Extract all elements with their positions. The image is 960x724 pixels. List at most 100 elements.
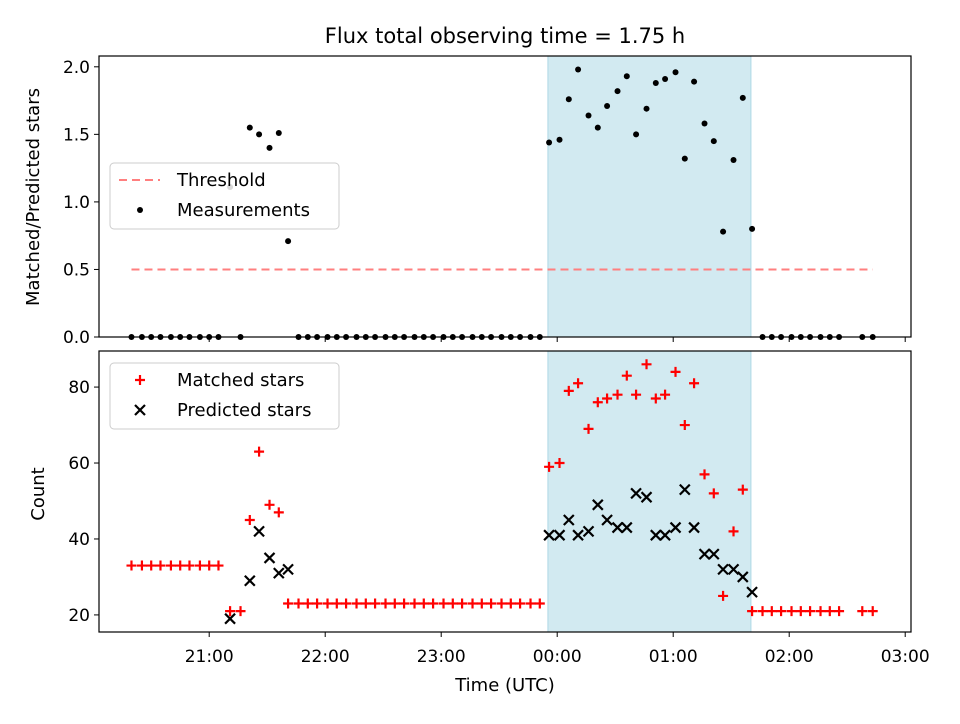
data-point: [246, 124, 253, 131]
top-panel-ratio: 0.0 0.5 1.0 1.5 2.0 Threshold Measurements: [63, 55, 912, 348]
data-point: [867, 606, 878, 617]
data-point: [575, 66, 582, 73]
data-point: [710, 138, 717, 145]
y-tick-label: 1.0: [63, 193, 90, 213]
data-point: [824, 606, 835, 617]
legend: Matched stars Predicted stars: [109, 362, 340, 430]
data-point: [235, 606, 246, 617]
data-point: [601, 514, 613, 526]
data-point: [256, 131, 263, 138]
y-tick-label: 1.5: [63, 125, 90, 145]
data-point: [689, 378, 700, 389]
x-tick-label: 22:00: [301, 647, 350, 667]
data-point: [244, 514, 255, 525]
data-point: [556, 136, 563, 143]
data-point: [604, 102, 611, 109]
data-point: [727, 563, 740, 576]
data-point: [370, 598, 381, 609]
data-point: [553, 529, 566, 541]
observing-span: [547, 55, 752, 338]
data-point: [515, 598, 526, 609]
data-point: [136, 560, 147, 571]
data-point: [563, 385, 574, 396]
data-point: [679, 483, 691, 496]
data-point: [611, 521, 624, 534]
legend-label: Matched stars: [177, 370, 304, 391]
y-tick-label: 80: [68, 378, 90, 398]
legend-swatch: [137, 207, 143, 213]
data-point: [283, 598, 294, 609]
data-point: [737, 571, 749, 583]
x-tick-label: 03:00: [881, 647, 930, 667]
data-point: [582, 525, 595, 538]
data-point: [155, 560, 166, 571]
data-point: [457, 598, 468, 609]
data-point: [720, 228, 727, 235]
data-point: [623, 73, 630, 80]
data-point: [467, 598, 478, 609]
data-point: [786, 606, 797, 617]
data-point: [737, 484, 748, 495]
data-point: [380, 598, 391, 609]
data-point: [857, 606, 868, 617]
x-tick-label: 23:00: [417, 647, 466, 667]
data-point: [652, 80, 659, 87]
data-point: [650, 529, 662, 541]
x-tick-label: 01:00: [649, 647, 698, 667]
data-point: [505, 598, 516, 609]
data-point: [438, 598, 449, 609]
data-point: [749, 225, 756, 232]
data-point: [331, 598, 342, 609]
chart-title: Flux total observing time = 1.75 h: [325, 24, 685, 48]
legend-label: Measurements: [177, 200, 310, 221]
data-point: [293, 598, 304, 609]
data-point: [746, 586, 758, 598]
bottom-y-axis-label: Count: [28, 467, 49, 520]
data-point: [534, 598, 545, 609]
data-point: [776, 606, 787, 617]
data-point: [585, 112, 592, 119]
data-point: [708, 488, 719, 499]
data-point: [594, 124, 601, 131]
data-point: [409, 598, 420, 609]
data-point: [834, 606, 845, 617]
data-point: [795, 606, 806, 617]
data-point: [612, 389, 623, 400]
data-point: [672, 69, 679, 76]
data-point: [204, 560, 215, 571]
plot-frame: [98, 350, 912, 633]
data-point: [264, 499, 275, 510]
data-point: [641, 359, 652, 370]
data-point: [621, 521, 633, 534]
data-point: [546, 139, 553, 146]
data-point: [266, 144, 273, 151]
data-point: [631, 389, 642, 400]
data-point: [275, 130, 282, 137]
data-point: [312, 598, 323, 609]
data-point: [273, 507, 284, 518]
data-point: [815, 606, 826, 617]
x-tick-label: 00:00: [533, 647, 582, 667]
data-point: [583, 423, 594, 434]
data-point: [447, 598, 458, 609]
observing-span: [547, 350, 752, 633]
data-point: [630, 487, 642, 500]
data-point: [698, 548, 711, 560]
data-point: [572, 529, 584, 541]
data-point: [525, 598, 536, 609]
data-point: [285, 238, 292, 245]
data-point: [730, 157, 737, 164]
data-point: [224, 612, 236, 625]
data-point: [418, 598, 429, 609]
data-point: [225, 606, 236, 617]
data-point: [351, 598, 362, 609]
data-point: [544, 461, 555, 472]
data-point: [614, 88, 621, 95]
data-point: [592, 499, 604, 511]
data-point: [341, 598, 352, 609]
data-point: [428, 598, 439, 609]
data-point: [669, 521, 682, 534]
data-point: [660, 389, 671, 400]
data-point: [389, 598, 400, 609]
